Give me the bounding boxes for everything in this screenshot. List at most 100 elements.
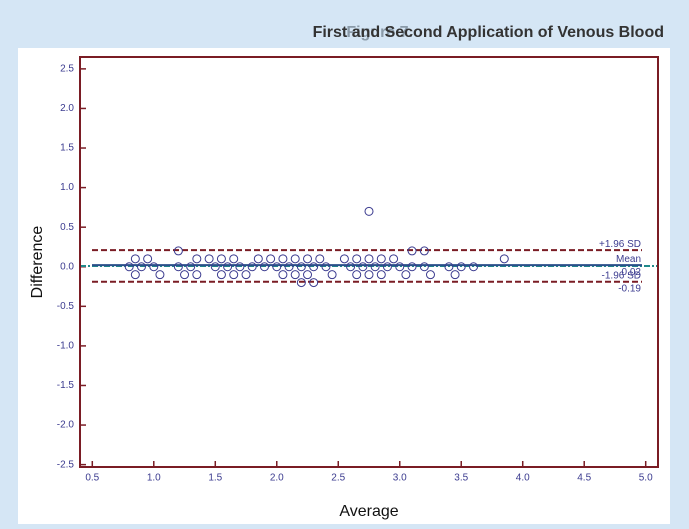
- point: [346, 262, 356, 272]
- point: [321, 262, 331, 272]
- point: [210, 262, 220, 272]
- point: [419, 262, 429, 272]
- point: [290, 254, 300, 264]
- x-tick-label: 1.0: [147, 473, 161, 484]
- x-tick-label: 0.5: [85, 473, 99, 484]
- point: [401, 270, 411, 280]
- point: [419, 246, 429, 256]
- point: [339, 254, 349, 264]
- x-tick-label: 1.5: [208, 473, 222, 484]
- x-axis-label: Average: [339, 503, 398, 520]
- point: [456, 262, 466, 272]
- x-tick-label: 3.5: [454, 473, 468, 484]
- point: [192, 270, 202, 280]
- y-tick-label: -2.0: [57, 420, 75, 431]
- point: [223, 262, 233, 272]
- point: [266, 254, 276, 264]
- point: [284, 262, 294, 272]
- point: [358, 262, 368, 272]
- point: [130, 254, 140, 264]
- reference-label: -1.96 SD: [602, 270, 641, 281]
- x-tick-label: 3.0: [393, 473, 407, 484]
- reference-value: 0.02: [622, 267, 642, 278]
- point: [186, 262, 196, 272]
- y-tick-label: 2.0: [60, 103, 74, 114]
- point: [204, 254, 214, 264]
- y-tick-label: 1.5: [60, 143, 74, 154]
- point: [450, 270, 460, 280]
- point: [444, 262, 454, 272]
- reference-label: Mean: [616, 254, 641, 265]
- point: [124, 262, 134, 272]
- point: [173, 262, 183, 272]
- point: [499, 254, 509, 264]
- point: [352, 254, 362, 264]
- y-tick-label: 2.5: [60, 64, 74, 75]
- point: [296, 262, 306, 272]
- point: [303, 270, 313, 280]
- y-tick-label: -1.0: [57, 341, 75, 352]
- point: [155, 270, 165, 280]
- point: [425, 270, 435, 280]
- x-tick-label: 4.5: [577, 473, 591, 484]
- point: [259, 262, 269, 272]
- point: [290, 270, 300, 280]
- point: [235, 262, 245, 272]
- y-tick-label: -0.5: [57, 301, 75, 312]
- point: [327, 270, 337, 280]
- point: [180, 270, 190, 280]
- y-tick-label: 1.0: [60, 182, 74, 193]
- point: [173, 246, 183, 256]
- x-tick-label: 2.5: [331, 473, 345, 484]
- point: [303, 254, 313, 264]
- point: [296, 278, 306, 288]
- point: [382, 262, 392, 272]
- point: [309, 278, 319, 288]
- chart-title: First and Second Application of Venous B…: [313, 24, 664, 41]
- point: [136, 262, 146, 272]
- y-tick-label: -2.5: [57, 459, 75, 470]
- reference-value: -0.19: [618, 283, 641, 294]
- y-tick-label: 0.5: [60, 222, 74, 233]
- point: [370, 262, 380, 272]
- point: [143, 254, 153, 264]
- point: [278, 270, 288, 280]
- reference-label: +1.96 SD: [599, 239, 641, 250]
- point: [241, 270, 251, 280]
- point: [149, 262, 159, 272]
- point: [352, 270, 362, 280]
- point: [315, 254, 325, 264]
- point: [469, 262, 479, 272]
- y-tick-label: -1.5: [57, 380, 75, 391]
- point: [376, 270, 386, 280]
- point: [253, 254, 263, 264]
- point: [364, 270, 374, 280]
- x-tick-label: 5.0: [639, 473, 653, 484]
- x-tick-label: 4.0: [516, 473, 530, 484]
- y-axis-label: Difference: [29, 226, 46, 299]
- point: [389, 254, 399, 264]
- point: [216, 254, 226, 264]
- point: [309, 262, 319, 272]
- point: [407, 262, 417, 272]
- point: [216, 270, 226, 280]
- point: [247, 262, 257, 272]
- panel: [18, 48, 670, 524]
- point: [364, 206, 374, 216]
- point: [229, 270, 239, 280]
- point: [130, 270, 140, 280]
- figure-label: Figure 7.: [346, 24, 413, 41]
- point: [272, 262, 282, 272]
- plot-frame: [79, 56, 659, 468]
- y-tick-label: 0.0: [60, 261, 74, 272]
- point: [395, 262, 405, 272]
- point: [192, 254, 202, 264]
- point: [278, 254, 288, 264]
- x-tick-label: 2.0: [270, 473, 284, 484]
- point: [229, 254, 239, 264]
- point: [364, 254, 374, 264]
- point: [376, 254, 386, 264]
- point: [407, 246, 417, 256]
